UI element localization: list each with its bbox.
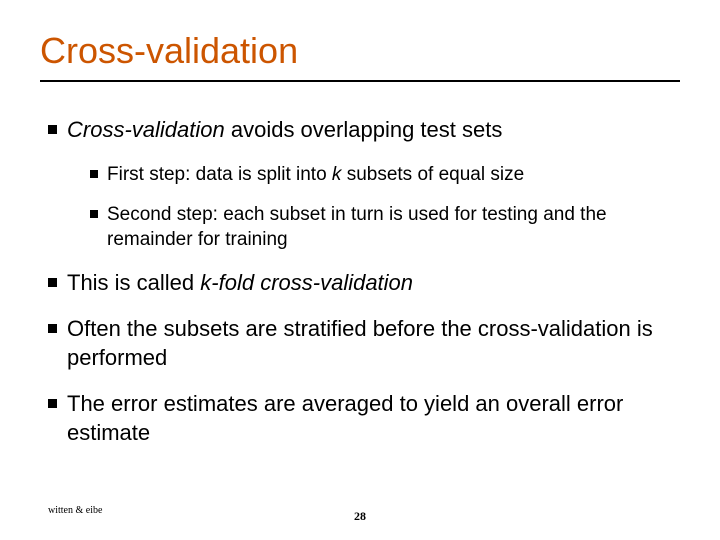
bullet-square-icon [90,210,98,218]
sub-bullet-text: Second step: each subset in turn is used… [107,203,680,252]
slide: Cross-validation Cross-validation avoids… [0,0,720,540]
text-span: This is called [67,270,200,295]
bullet-item: This is called k-fold cross-validation [48,269,680,298]
sub-bullet-item: First step: data is split into k subsets… [90,163,680,188]
bullet-item: Often the subsets are stratified before … [48,315,680,372]
sub-bullet-item: Second step: each subset in turn is used… [90,203,680,252]
bullet-square-icon [48,125,57,134]
bullet-text: Cross-validation avoids overlapping test… [67,116,502,145]
text-span: subsets of equal size [341,164,524,185]
page-number: 28 [354,509,366,524]
italic-term: Cross-validation [67,117,225,142]
bullet-square-icon [48,278,57,287]
bullet-text: This is called k-fold cross-validation [67,269,413,298]
bullet-square-icon [48,324,57,333]
bullet-square-icon [48,399,57,408]
slide-title: Cross-validation [40,30,680,72]
text-span: First step: data is split into [107,164,332,185]
bullet-text: The error estimates are averaged to yiel… [67,390,680,447]
text-span: avoids overlapping test sets [225,117,503,142]
italic-term: k [332,164,342,185]
italic-term: k-fold cross-validation [200,270,413,295]
bullet-item: Cross-validation avoids overlapping test… [48,116,680,145]
credit-text: witten & eibe [48,505,102,516]
title-underline [40,80,680,82]
bullet-text: Often the subsets are stratified before … [67,315,680,372]
bullet-item: The error estimates are averaged to yiel… [48,390,680,447]
sub-bullet-text: First step: data is split into k subsets… [107,163,524,188]
bullet-square-icon [90,170,98,178]
